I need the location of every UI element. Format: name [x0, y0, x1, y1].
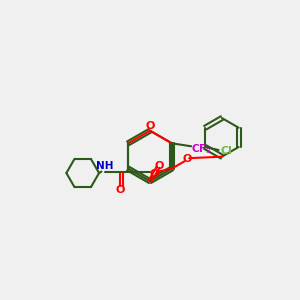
Text: NH: NH [96, 161, 113, 171]
Text: O: O [182, 154, 192, 164]
Text: CF$_3$: CF$_3$ [191, 142, 212, 156]
Text: O: O [155, 160, 164, 171]
Text: O: O [115, 185, 124, 195]
Text: O: O [149, 169, 159, 179]
Text: O: O [145, 121, 155, 131]
Text: Cl: Cl [220, 146, 232, 156]
